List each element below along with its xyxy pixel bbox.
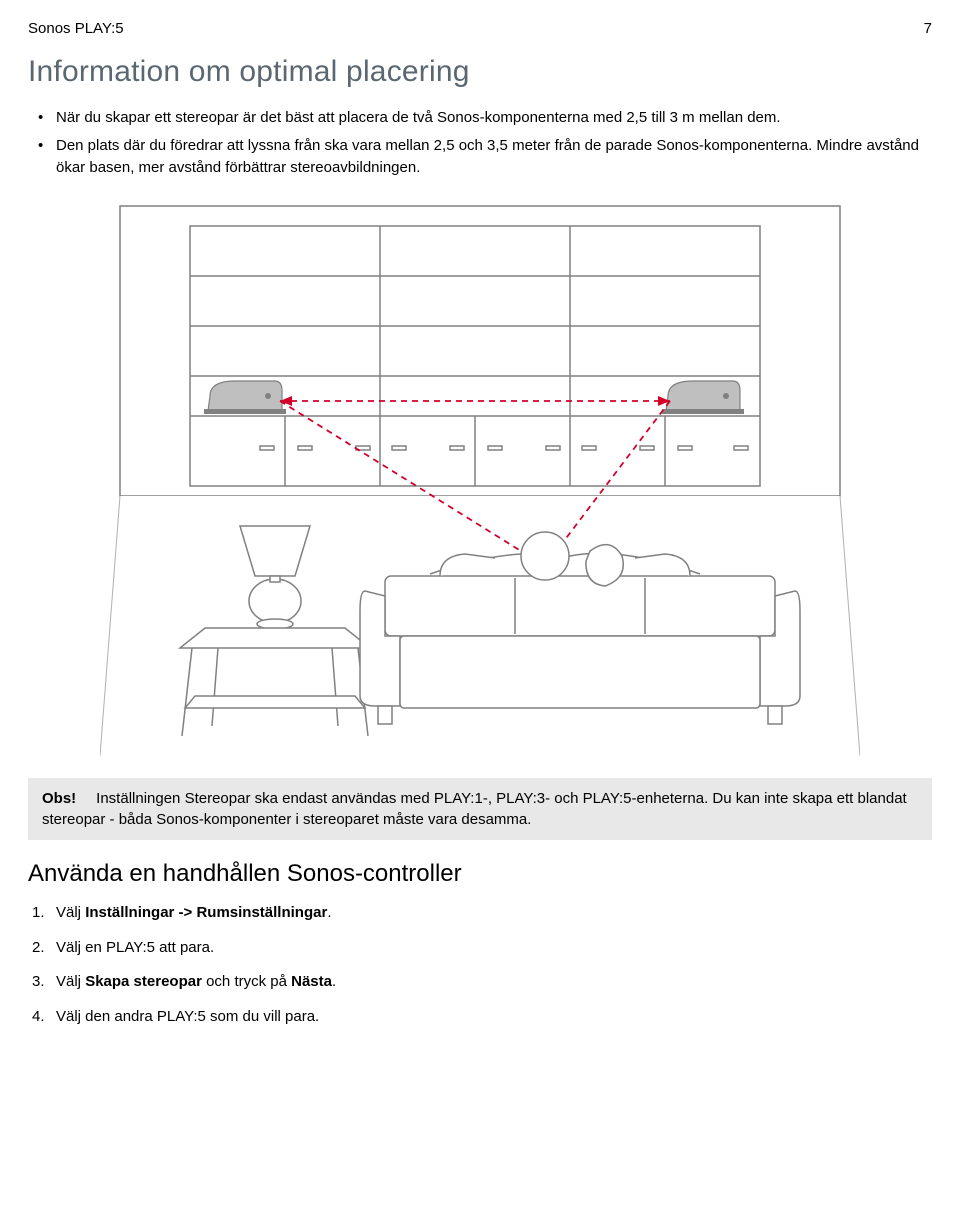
page-header: Sonos PLAY:5 7: [28, 20, 932, 37]
step-item: Välj en PLAY:5 att para.: [32, 937, 932, 960]
speaker-left-icon: [204, 381, 286, 414]
steps-list: Välj Inställningar -> Rumsinställningar.…: [28, 902, 932, 1028]
note-box: Obs!Inställningen Stereopar ska endast a…: [28, 778, 932, 840]
section-title: Information om optimal placering: [28, 55, 932, 89]
page-number: 7: [924, 20, 932, 37]
couch-icon: [360, 576, 800, 724]
speaker-right-icon: [662, 381, 744, 414]
placement-bullets: När du skapar ett stereopar är det bäst …: [28, 107, 932, 178]
bullet-item: När du skapar ett stereopar är det bäst …: [56, 107, 932, 129]
step-item: Välj Inställningar -> Rumsinställningar.: [32, 902, 932, 925]
bullet-item: Den plats där du föredrar att lyssna frå…: [56, 135, 932, 179]
placement-diagram: [100, 196, 860, 756]
step-item: Välj Skapa stereopar och tryck på Nästa.: [32, 971, 932, 994]
product-name: Sonos PLAY:5: [28, 20, 124, 37]
subsection-title: Använda en handhållen Sonos-controller: [28, 860, 932, 888]
step-item: Välj den andra PLAY:5 som du vill para.: [32, 1006, 932, 1029]
note-text: Inställningen Stereopar ska endast använ…: [42, 790, 907, 828]
note-label: Obs!: [42, 790, 76, 807]
